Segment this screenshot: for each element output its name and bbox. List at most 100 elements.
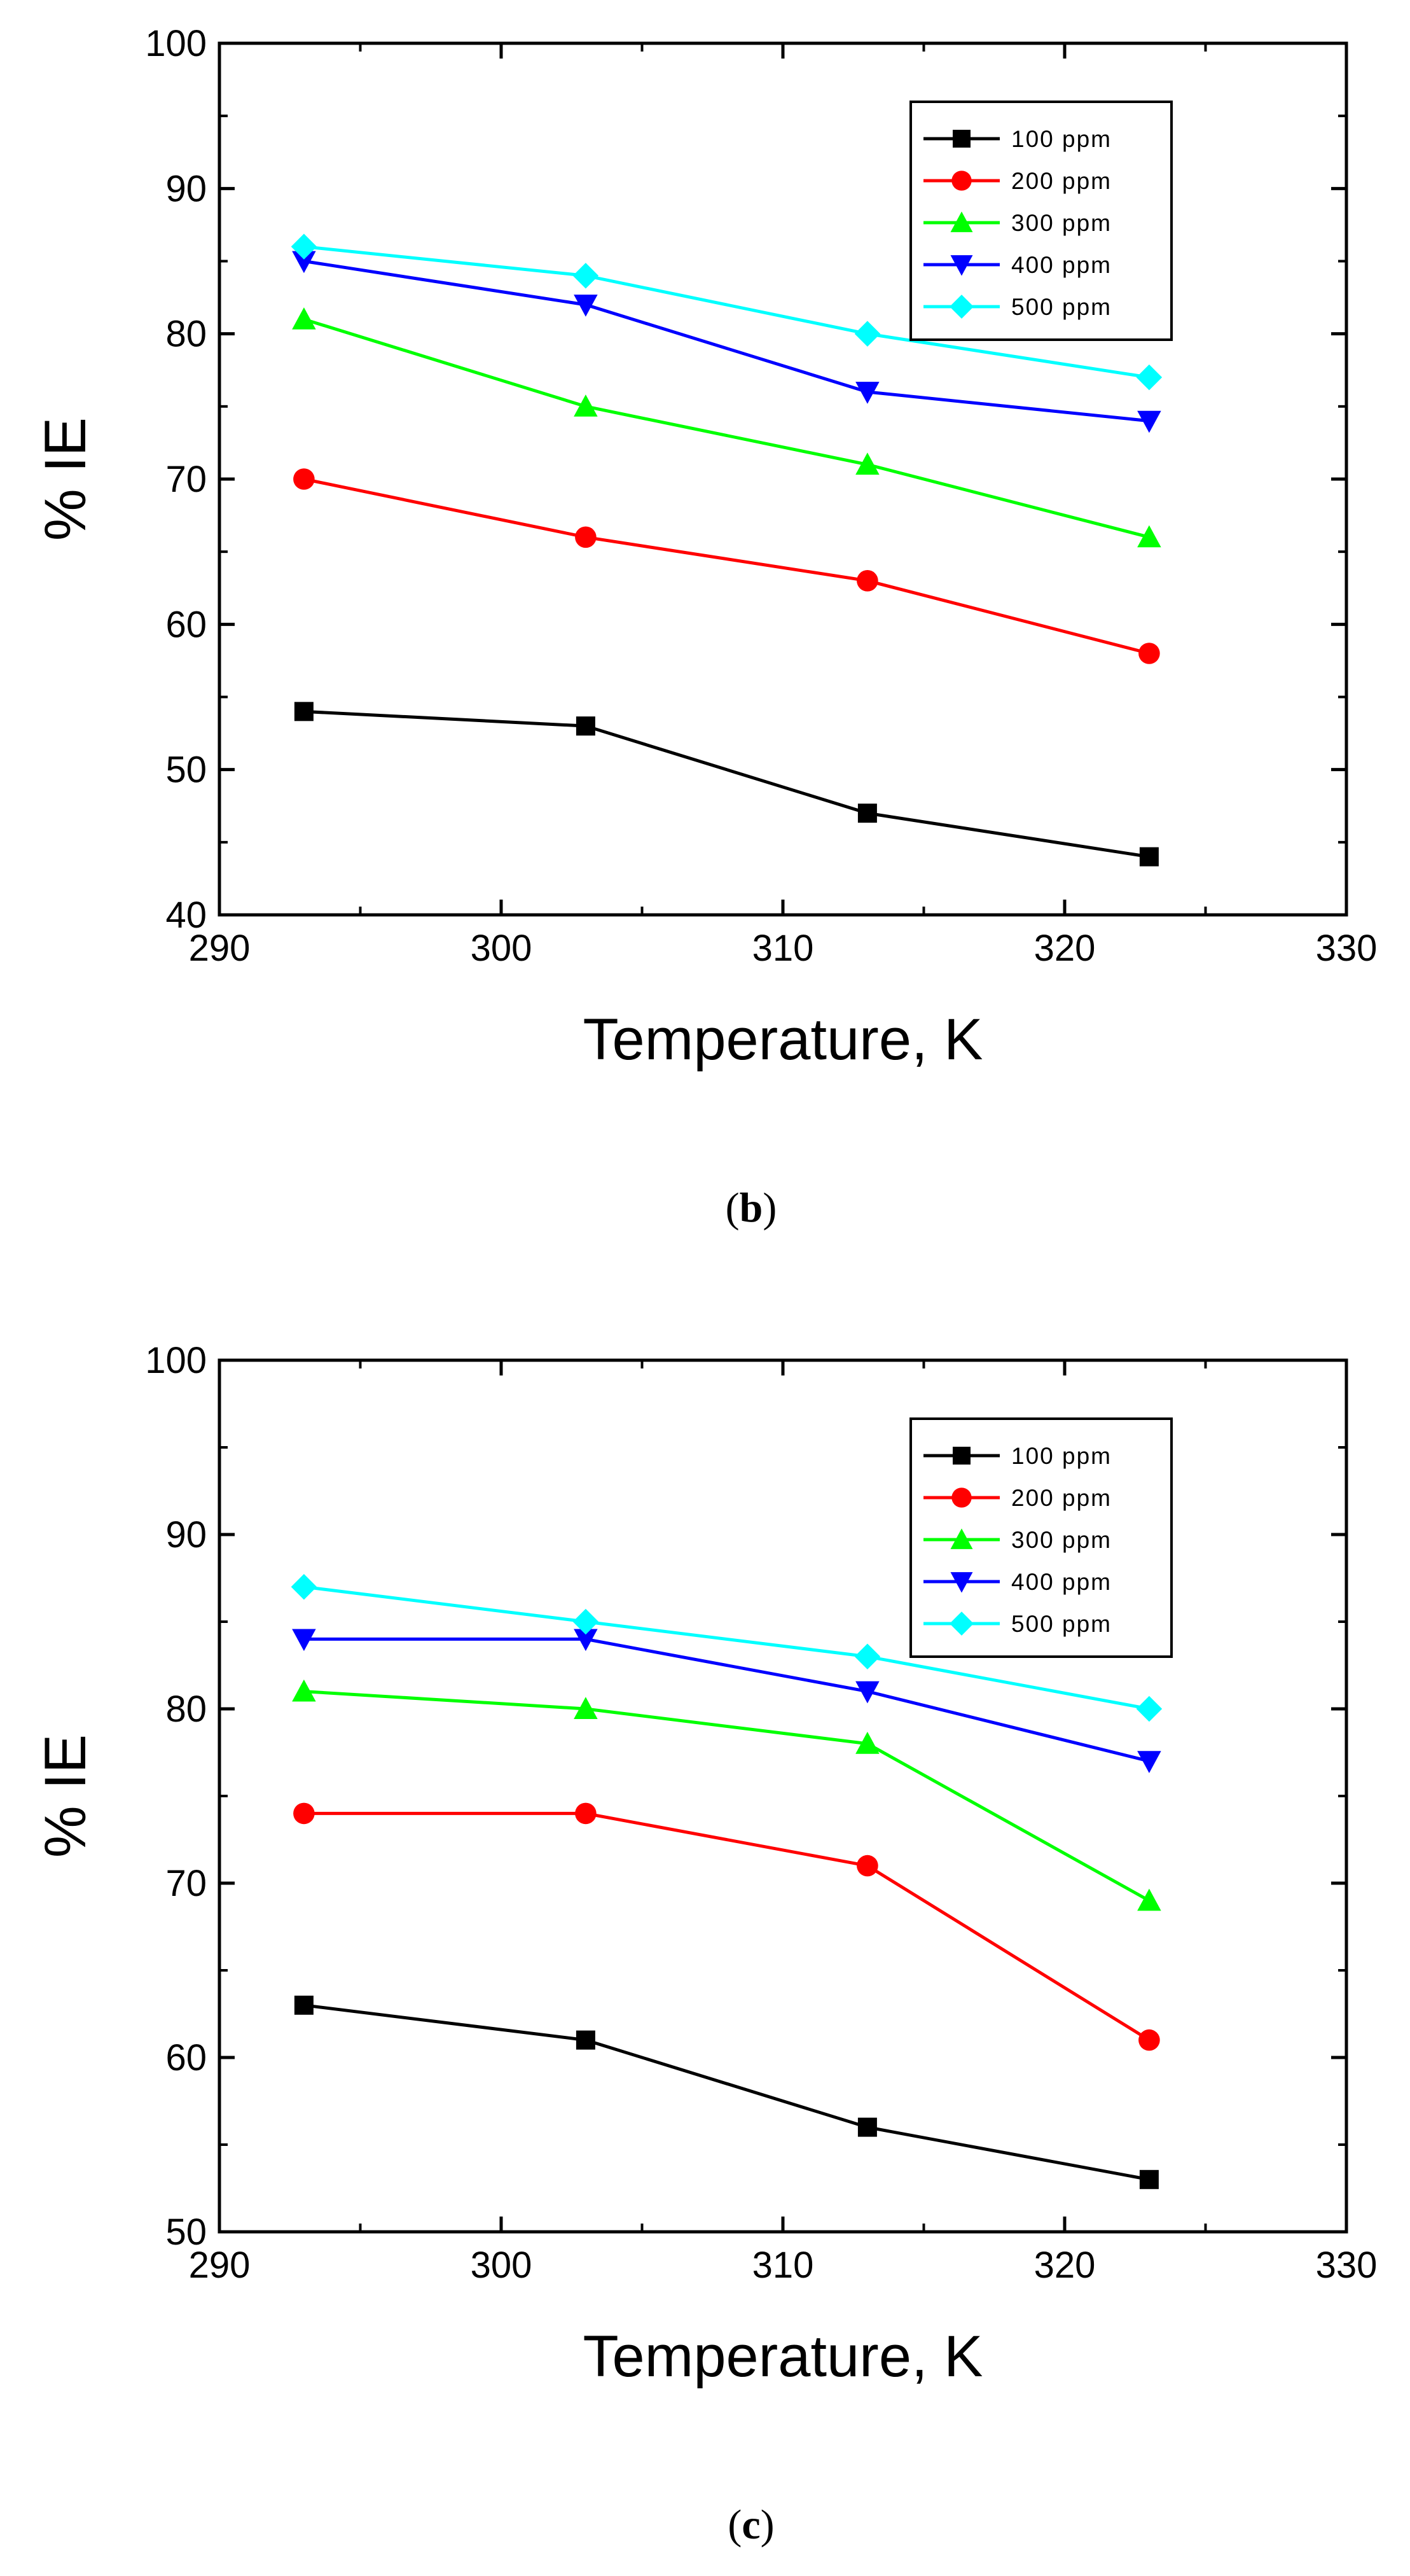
legend-swatch-marker <box>950 1612 974 1636</box>
y-tick-label: 40 <box>165 895 207 936</box>
data-point <box>1136 1695 1163 1722</box>
x-axis-title: Temperature, K <box>583 1007 983 1072</box>
legend-swatch-marker <box>953 1447 971 1465</box>
data-point <box>574 394 598 417</box>
data-point <box>576 716 595 736</box>
y-axis-title: % IE <box>33 1734 98 1858</box>
series-line <box>303 245 1150 379</box>
series-line <box>303 1585 1150 1711</box>
legend-label: 300 ppm <box>1011 1527 1112 1553</box>
data-point <box>1137 410 1161 433</box>
data-point <box>572 1608 599 1635</box>
series-300-ppm <box>292 1679 1161 1911</box>
data-point <box>854 1643 881 1670</box>
data-point <box>1136 364 1163 391</box>
y-tick-label: 50 <box>165 749 207 791</box>
legend-label: 100 ppm <box>1011 1443 1112 1469</box>
legend-label: 500 ppm <box>1011 1611 1112 1637</box>
series-200-ppm <box>293 1802 1160 2051</box>
legend: 100 ppm 200 ppm 300 ppm 400 ppm 500 ppm <box>909 101 1173 341</box>
data-point <box>575 526 597 548</box>
y-tick-label: 60 <box>165 2037 207 2078</box>
data-point <box>293 1802 315 1825</box>
data-point <box>1137 1751 1161 1773</box>
x-tick-label: 290 <box>189 928 251 969</box>
data-point <box>857 2117 877 2137</box>
data-point <box>1138 643 1160 664</box>
legend-swatch-marker <box>951 171 972 191</box>
legend-swatch-marker <box>950 1528 973 1549</box>
plot-frame <box>218 41 1348 917</box>
y-tick-label: 80 <box>165 1688 207 1730</box>
legend-label: 300 ppm <box>1011 210 1112 236</box>
y-tick-label: 80 <box>165 314 207 355</box>
caption-letter: b <box>740 1185 763 1231</box>
caption-paren-open: ( <box>728 2502 742 2548</box>
series-line <box>303 2003 1150 2182</box>
data-point <box>1137 525 1161 548</box>
data-point <box>1139 2169 1159 2189</box>
legend-label: 400 ppm <box>1011 1569 1112 1595</box>
x-tick-label: 300 <box>471 928 532 969</box>
series-300-ppm <box>292 307 1161 548</box>
x-axis-title: Temperature, K <box>583 2324 983 2389</box>
data-point <box>294 1995 314 2015</box>
series-400-ppm <box>292 1629 1161 1773</box>
y-axis-title: % IE <box>33 417 98 541</box>
data-point <box>574 295 598 317</box>
data-point <box>576 2030 595 2050</box>
x-tick-label: 310 <box>752 2245 814 2286</box>
legend-swatch-marker <box>950 1572 973 1593</box>
series-200-ppm <box>293 468 1160 664</box>
series-400-ppm <box>292 251 1161 433</box>
data-point <box>291 1573 317 1600</box>
data-point <box>291 233 317 260</box>
series-line <box>303 317 1150 539</box>
legend-label: 100 ppm <box>1011 126 1112 152</box>
data-point <box>574 1697 598 1719</box>
series-line <box>303 1811 1151 2042</box>
series-500-ppm <box>291 1573 1163 1722</box>
series-line <box>303 260 1150 423</box>
x-tick-label: 300 <box>471 2245 532 2286</box>
y-tick-label: 90 <box>165 168 207 209</box>
series-line <box>303 477 1150 655</box>
x-tick-label: 320 <box>1034 2245 1096 2286</box>
data-point <box>854 321 881 347</box>
y-tick-label: 60 <box>165 604 207 645</box>
caption-paren-open: ( <box>726 1185 740 1231</box>
data-point <box>292 1629 316 1652</box>
data-point <box>855 1681 880 1704</box>
data-point <box>855 452 880 475</box>
legend-swatch-marker <box>950 211 973 232</box>
legend: 100 ppm 200 ppm 300 ppm 400 ppm 500 ppm <box>909 1417 1173 1658</box>
series-500-ppm <box>291 233 1163 391</box>
data-point <box>572 263 599 289</box>
y-tick-label: 50 <box>165 2211 207 2253</box>
data-point <box>1137 1888 1161 1911</box>
data-point <box>292 307 316 330</box>
data-point <box>292 251 316 274</box>
chart-panel-b: 290 300 310 320 330 40 50 60 70 80 90 100 Temperatur… <box>33 23 1377 1231</box>
data-point <box>294 702 314 721</box>
data-point <box>1139 847 1159 867</box>
legend-swatch-marker <box>950 255 973 276</box>
y-tick-label: 90 <box>165 1514 207 1556</box>
x-tick-label: 310 <box>752 928 814 969</box>
series-line <box>303 1637 1150 1763</box>
series-line <box>303 1690 1151 1902</box>
data-point <box>1138 2029 1160 2051</box>
panel-caption: (c) <box>728 2502 774 2548</box>
legend-label: 400 ppm <box>1011 252 1112 278</box>
chart-panel-c: 290 300 310 320 330 50 60 70 80 90 100 Temperature,… <box>33 1340 1377 2548</box>
legend-label: 200 ppm <box>1011 168 1112 194</box>
x-tick-label: 290 <box>189 2245 251 2286</box>
series-100-ppm <box>294 702 1159 867</box>
data-point <box>574 1629 598 1652</box>
data-point <box>855 1732 880 1754</box>
data-point <box>855 382 880 404</box>
x-tick-label: 330 <box>1316 928 1378 969</box>
y-tick-label: 70 <box>165 1863 207 1904</box>
legend-swatch-marker <box>953 130 971 148</box>
